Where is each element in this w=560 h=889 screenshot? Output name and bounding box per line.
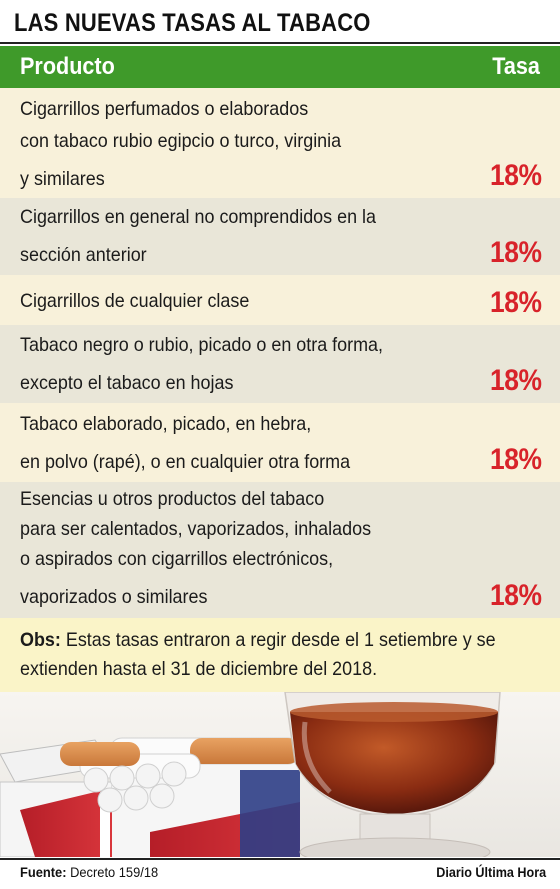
table-row: Tabaco negro o rubio, picado o en otra f…	[0, 325, 560, 403]
observation-note: Obs: Estas tasas entraron a regir desde …	[0, 618, 560, 692]
product-description: Esencias u otros productos del tabaco pa…	[20, 484, 425, 614]
description-line: Cigarrillos de cualquier clase	[20, 290, 250, 312]
header-product: Producto	[20, 53, 115, 80]
title-divider	[0, 42, 560, 44]
table-row: Cigarrillos perfumados o elaborados con …	[0, 88, 560, 198]
publisher-credit: Diario Última Hora	[436, 864, 546, 880]
footer-divider	[0, 858, 560, 860]
product-description: Cigarrillos en general no comprendidos e…	[20, 200, 425, 272]
cigarette-pack	[0, 739, 300, 857]
infographic-title: LAS NUEVAS TASAS AL TABACO	[14, 9, 371, 37]
header-rate: Tasa	[492, 53, 540, 80]
source-note: Fuente: Decreto 159/18	[20, 861, 158, 883]
illustration-svg	[0, 692, 560, 857]
description-line: sección anterior	[20, 244, 147, 266]
product-description: Cigarrillos perfumados o elaborados con …	[20, 92, 425, 196]
source-label: Fuente:	[20, 864, 67, 880]
description-line: o aspirados con cigarrillos electrónicos…	[20, 548, 334, 570]
description-line: excepto el tabaco en hojas	[20, 372, 234, 394]
observation-text: Obs: Estas tasas entraron a regir desde …	[20, 626, 521, 684]
description-line: vaporizados o similares	[20, 586, 208, 608]
tax-rate: 18%	[490, 236, 542, 269]
tax-rate: 18%	[490, 364, 542, 397]
description-line: Tabaco negro o rubio, picado o en otra f…	[20, 334, 384, 356]
description-line: Cigarrillos perfumados o elaborados	[20, 98, 309, 120]
tax-rate: 18%	[490, 443, 542, 476]
glass	[284, 692, 501, 857]
source-value: Decreto 159/18	[66, 864, 159, 880]
cigarettes-and-glass-illustration	[0, 692, 560, 857]
table-header: Producto Tasa	[0, 46, 560, 88]
description-line: en polvo (rapé), o en cualquier otra for…	[20, 451, 351, 473]
observation-body: Estas tasas entraron a regir desde el 1 …	[20, 629, 496, 680]
description-line: Cigarrillos en general no comprendidos e…	[20, 206, 377, 228]
footer: Fuente: Decreto 159/18 Diario Última Hor…	[0, 861, 560, 885]
table-row: Esencias u otros productos del tabaco pa…	[0, 482, 560, 618]
observation-label: Obs:	[20, 629, 61, 651]
description-line: Esencias u otros productos del tabaco	[20, 488, 325, 510]
description-line: con tabaco rubio egipcio o turco, virgin…	[20, 130, 342, 152]
product-description: Tabaco negro o rubio, picado o en otra f…	[20, 328, 425, 400]
description-line: para ser calentados, vaporizados, inhala…	[20, 518, 372, 540]
tax-rate: 18%	[490, 579, 542, 612]
table-row: Cigarrillos de cualquier clase 18%	[0, 275, 560, 325]
product-description: Tabaco elaborado, picado, en hebra, en p…	[20, 407, 425, 479]
tax-rate: 18%	[490, 159, 542, 192]
table-row: Cigarrillos en general no comprendidos e…	[0, 198, 560, 275]
table-row: Tabaco elaborado, picado, en hebra, en p…	[0, 403, 560, 482]
product-description: Cigarrillos de cualquier clase	[20, 284, 425, 318]
tax-rate: 18%	[490, 286, 542, 319]
description-line: y similares	[20, 168, 105, 190]
cigarettes	[60, 737, 301, 813]
description-line: Tabaco elaborado, picado, en hebra,	[20, 413, 312, 435]
